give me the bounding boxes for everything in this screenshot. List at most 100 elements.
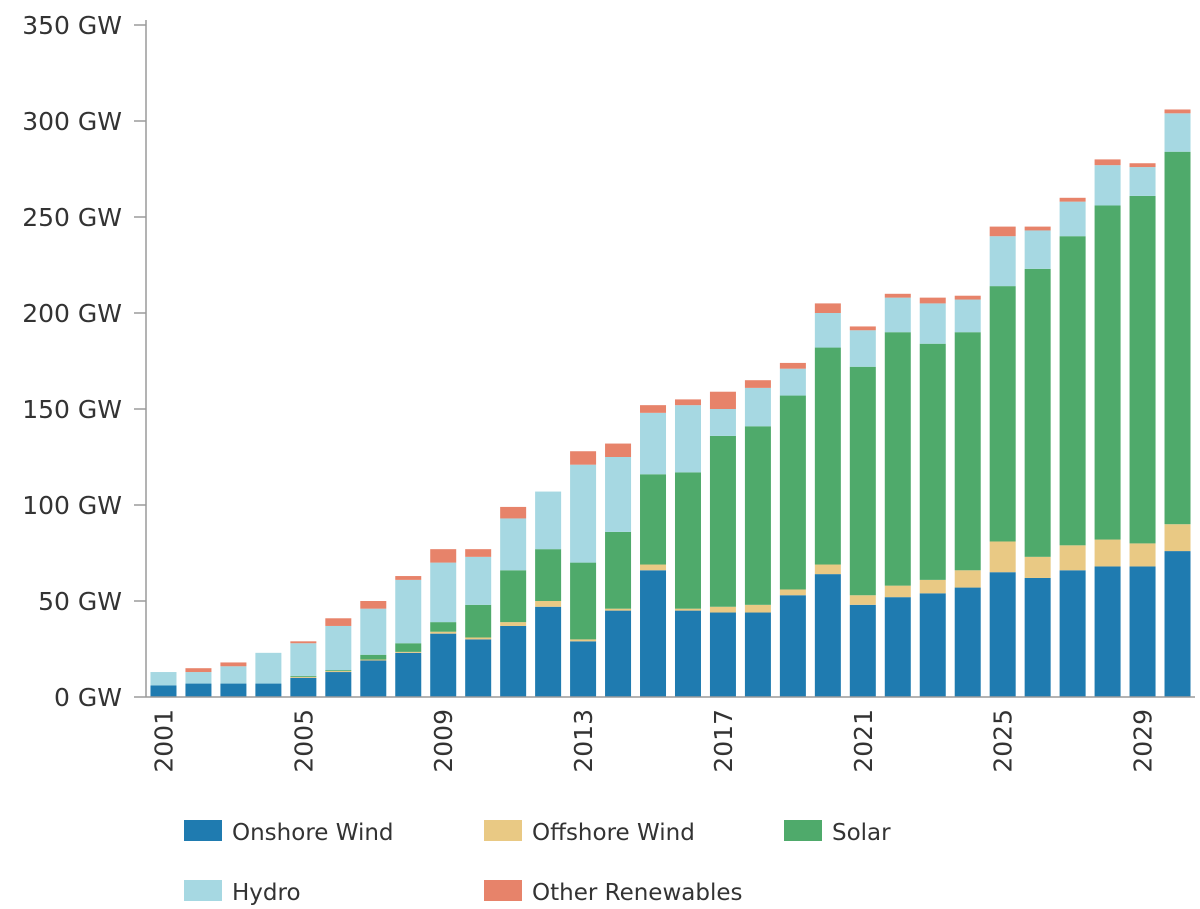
bar-segment-other-renewables-2023 [919, 297, 946, 304]
bar-segment-onshore-wind-2014 [605, 610, 632, 697]
bar-segment-offshore-wind-2020 [814, 564, 841, 575]
bar-segment-onshore-wind-2003 [220, 683, 247, 697]
bar-segment-hydro-2029 [1129, 167, 1156, 196]
bar-segment-offshore-wind-2013 [570, 639, 597, 642]
bar-segment-solar-2020 [814, 347, 841, 565]
bar-segment-other-renewables-2019 [779, 362, 806, 369]
x-tick-label: 2025 [989, 709, 1018, 773]
bar-segment-solar-2008 [395, 643, 422, 652]
bar-segment-offshore-wind-2019 [779, 589, 806, 596]
legend-label: Hydro [232, 880, 301, 906]
bar-segment-offshore-wind-2025 [989, 541, 1016, 573]
bar-segment-offshore-wind-2008 [395, 651, 422, 653]
bar-segment-other-renewables-2024 [954, 295, 981, 300]
legend-swatch [184, 820, 222, 841]
bar-segment-other-renewables-2003 [220, 662, 247, 667]
bar-segment-offshore-wind-2022 [884, 585, 911, 598]
bar-segment-hydro-2002 [185, 672, 212, 684]
bar-segment-offshore-wind-2029 [1129, 543, 1156, 567]
bar-segment-solar-2005 [290, 675, 317, 677]
bar-segment-hydro-2011 [500, 518, 527, 571]
bar-segment-onshore-wind-2012 [535, 606, 562, 697]
bar-segment-solar-2007 [360, 654, 387, 660]
bar-segment-hydro-2018 [744, 387, 771, 427]
bar-segment-offshore-wind-2017 [709, 606, 736, 613]
bar-segment-offshore-wind-2010 [465, 637, 492, 640]
legend-label: Offshore Wind [532, 820, 695, 846]
bar-segment-solar-2025 [989, 286, 1016, 542]
y-tick-label: 250 GW [22, 203, 122, 232]
bar-segment-solar-2027 [1059, 236, 1086, 546]
bar-segment-hydro-2028 [1094, 165, 1121, 206]
bar-segment-offshore-wind-2026 [1024, 556, 1051, 578]
bar-segment-solar-2019 [779, 395, 806, 590]
bar-segment-other-renewables-2030 [1164, 109, 1191, 114]
bar-segment-hydro-2006 [325, 625, 352, 671]
bar-segment-other-renewables-2021 [849, 326, 876, 331]
bar-segment-other-renewables-2006 [325, 618, 352, 626]
bar-segment-hydro-2019 [779, 368, 806, 396]
bar-segment-other-renewables-2026 [1024, 226, 1051, 231]
bar-segment-offshore-wind-2018 [744, 604, 771, 613]
bar-segment-onshore-wind-2011 [500, 625, 527, 697]
x-tick-label: 2021 [849, 709, 878, 773]
bar-segment-onshore-wind-2010 [465, 639, 492, 697]
bar-segment-solar-2029 [1129, 195, 1156, 544]
bar-segment-other-renewables-2005 [290, 641, 317, 644]
bar-segment-other-renewables-2009 [430, 549, 457, 563]
bar-segment-other-renewables-2028 [1094, 159, 1121, 166]
bar-segment-offshore-wind-2015 [640, 564, 667, 571]
bar-segment-hydro-2003 [220, 666, 247, 684]
bar-segment-offshore-wind-2027 [1059, 545, 1086, 571]
x-tick-label: 2001 [149, 709, 178, 773]
legend-label: Onshore Wind [232, 820, 394, 846]
x-tick-label: 2013 [569, 709, 598, 773]
bar-segment-onshore-wind-2015 [640, 570, 667, 697]
bar-segment-offshore-wind-2021 [849, 595, 876, 605]
bar-segment-solar-2022 [884, 332, 911, 586]
bar-segment-onshore-wind-2005 [290, 677, 317, 697]
bar-segment-other-renewables-2022 [884, 293, 911, 298]
bar-segment-other-renewables-2017 [709, 391, 736, 409]
bar-segment-hydro-2012 [535, 491, 562, 550]
bar-segment-onshore-wind-2006 [325, 672, 352, 697]
legend-swatch [484, 880, 522, 901]
x-axis: 2001 2005 2009 2013 2017 2021 2025 2029 [146, 696, 1195, 773]
bar-segment-onshore-wind-2008 [395, 652, 422, 697]
bar-segment-offshore-wind-2023 [919, 579, 946, 594]
bar-segment-solar-2011 [500, 570, 527, 623]
bar-segment-onshore-wind-2021 [849, 604, 876, 697]
bar-segment-other-renewables-2014 [605, 443, 632, 457]
legend-item-hydro: Hydro [184, 880, 301, 906]
bar-segment-solar-2026 [1024, 268, 1051, 557]
bar-segment-solar-2013 [570, 562, 597, 640]
bar-segment-onshore-wind-2030 [1164, 551, 1191, 697]
bar-segment-hydro-2023 [919, 303, 946, 344]
bar-segment-hydro-2027 [1059, 201, 1086, 237]
bar-segment-offshore-wind-2011 [500, 622, 527, 626]
bar-segment-onshore-wind-2029 [1129, 566, 1156, 697]
bar-segment-hydro-2008 [395, 579, 422, 644]
bar-segment-hydro-2030 [1164, 113, 1191, 152]
bar-segment-onshore-wind-2002 [185, 683, 212, 697]
y-tick-label: 0 GW [54, 683, 122, 712]
bar-segment-solar-2021 [849, 366, 876, 596]
bar-segment-solar-2016 [674, 472, 701, 609]
bar-segment-hydro-2010 [465, 556, 492, 605]
bar-segment-hydro-2014 [605, 457, 632, 532]
bar-segment-onshore-wind-2018 [744, 612, 771, 697]
bar-segment-hydro-2015 [640, 412, 667, 475]
bar-segment-onshore-wind-2023 [919, 593, 946, 697]
bar-segment-offshore-wind-2006 [325, 671, 352, 673]
legend-swatch [484, 820, 522, 841]
bar-segment-offshore-wind-2030 [1164, 524, 1191, 552]
bar-segment-hydro-2024 [954, 299, 981, 333]
bar-segment-offshore-wind-2009 [430, 631, 457, 634]
y-tick-label: 50 GW [38, 587, 122, 616]
y-tick-label: 350 GW [22, 11, 122, 40]
legend-label: Other Renewables [532, 880, 742, 906]
y-tick-label: 150 GW [22, 395, 122, 424]
bar-segment-offshore-wind-2007 [360, 659, 387, 661]
legend-item-other-renewables: Other Renewables [484, 880, 742, 906]
